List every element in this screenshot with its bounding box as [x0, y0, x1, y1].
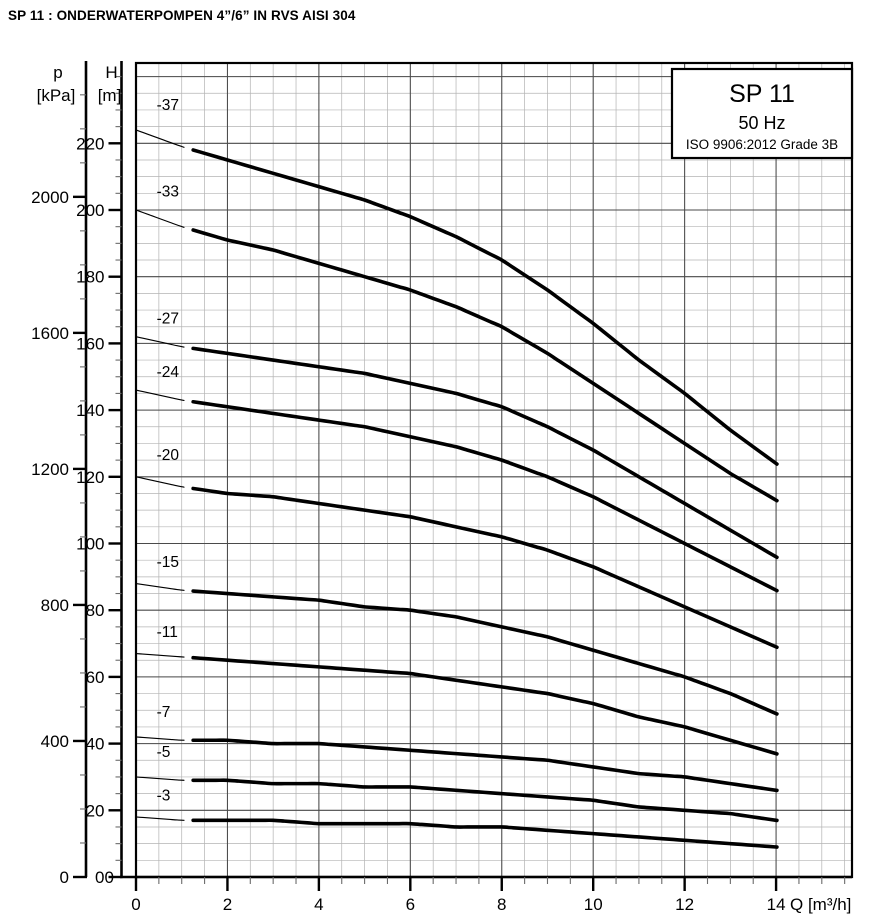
legend-box — [670, 67, 854, 160]
curve-label--20: -20 — [157, 447, 180, 464]
q-axis-tick-label: 0 — [131, 895, 140, 914]
curve-thick--11 — [191, 655, 779, 756]
curve-label--3: -3 — [157, 787, 171, 804]
h-axis-tick-label: 60 — [86, 668, 105, 687]
p-axis-unit: [kPa] — [37, 86, 76, 105]
q-axis-tick-label: 12 — [675, 895, 694, 914]
p-axis: 0 400 800 1200 1600 2000 p [kPa] — [31, 61, 88, 887]
q-axis-tick-label: 8 — [497, 895, 506, 914]
p-axis-tick-label: 2000 — [31, 188, 69, 207]
p-axis-tick-label: 0 — [60, 868, 69, 887]
curve-thin--27 — [135, 336, 185, 348]
curve--37: -37 — [135, 97, 779, 466]
h-axis-tick-label: 180 — [76, 268, 104, 287]
curve-thick--24 — [191, 399, 779, 593]
q-axis-tick-label: 6 — [406, 895, 415, 914]
curve-label--7: -7 — [157, 704, 171, 721]
curve-group: -37 -33 -27 -24 -20 -15 -11 -7 -5 -3 — [135, 97, 779, 849]
h-axis-unit: [m] — [98, 86, 122, 105]
q-axis-tick-label: 4 — [314, 895, 323, 914]
p-axis-tick-label: 1600 — [31, 324, 69, 343]
q-axis-title: Q [m³/h] — [790, 895, 851, 914]
legend-box-group: SP 11 50 Hz ISO 9906:2012 Grade 3B — [670, 67, 854, 160]
curve-thick--3 — [191, 818, 779, 849]
q-axis-tick-label: 10 — [584, 895, 603, 914]
curve-thin--15 — [135, 582, 185, 591]
curve-thick--37 — [191, 148, 779, 466]
curve-label--27: -27 — [157, 310, 179, 327]
p-axis-tick-label: 800 — [41, 596, 69, 615]
p-axis-tick-label: 400 — [41, 732, 69, 751]
curve--20: -20 — [135, 447, 779, 650]
curve-label--24: -24 — [157, 364, 180, 381]
axis-origin-label: 0 — [105, 868, 114, 887]
curve-thick--27 — [191, 346, 779, 560]
curve-label--5: -5 — [157, 744, 171, 761]
curve-thick--33 — [191, 228, 779, 503]
h-axis-tick-label: 0 — [95, 868, 104, 887]
h-axis: 0 20 40 60 80 100 120 140 160 180 200 220 H [m] — [76, 61, 123, 887]
h-axis-tick-label: 140 — [76, 401, 104, 420]
curve-thick--15 — [191, 589, 779, 716]
curve-thick--20 — [191, 486, 779, 650]
p-axis-tick-label: 1200 — [31, 460, 69, 479]
curve-thin--37 — [135, 129, 185, 148]
h-axis-tick-label: 40 — [86, 735, 105, 754]
curve-label--37: -37 — [157, 97, 179, 114]
curve--3: -3 — [135, 787, 779, 849]
curve--11: -11 — [135, 624, 779, 756]
curve-label--11: -11 — [157, 624, 178, 641]
h-axis-tick-label: 120 — [76, 468, 104, 487]
curve--15: -15 — [135, 554, 779, 716]
curve-thin--3 — [135, 816, 185, 821]
h-axis-tick-label: 80 — [86, 601, 105, 620]
curve-thin--5 — [135, 776, 185, 781]
h-axis-tick-label: 100 — [76, 535, 104, 554]
h-axis-tick-label: 200 — [76, 201, 104, 220]
curve--33: -33 — [135, 184, 779, 503]
curve-label--15: -15 — [157, 554, 179, 571]
p-axis-title: p — [53, 63, 62, 82]
q-axis-tick-label: 14 — [767, 895, 786, 914]
legend-frequency: 50 Hz — [738, 113, 785, 133]
h-axis-title: H — [105, 63, 117, 82]
curve--27: -27 — [135, 310, 779, 560]
q-axis: 0 2 4 6 8 10 12 14 0 Q [m³/h] — [105, 868, 852, 914]
curve-thin--33 — [135, 209, 185, 228]
curve-label--33: -33 — [157, 184, 179, 201]
h-axis-tick-label: 20 — [86, 801, 105, 820]
h-axis-tick-label: 160 — [76, 334, 104, 353]
curve-thin--7 — [135, 736, 185, 741]
curve--24: -24 — [135, 364, 779, 593]
page-title: SP 11 : ONDERWATERPOMPEN 4”/6” IN RVS AI… — [8, 8, 356, 23]
q-axis-tick-label: 2 — [223, 895, 232, 914]
curve--7: -7 — [135, 704, 779, 793]
curve-thin--24 — [135, 389, 185, 402]
h-axis-tick-label: 220 — [76, 134, 104, 153]
curve-thin--20 — [135, 476, 185, 488]
curve-thick--7 — [191, 738, 779, 793]
legend-standard: ISO 9906:2012 Grade 3B — [686, 137, 838, 152]
curve--5: -5 — [135, 744, 779, 823]
curve-thin--11 — [135, 652, 185, 658]
legend-model: SP 11 — [729, 80, 795, 108]
curve-thick--5 — [191, 778, 779, 823]
